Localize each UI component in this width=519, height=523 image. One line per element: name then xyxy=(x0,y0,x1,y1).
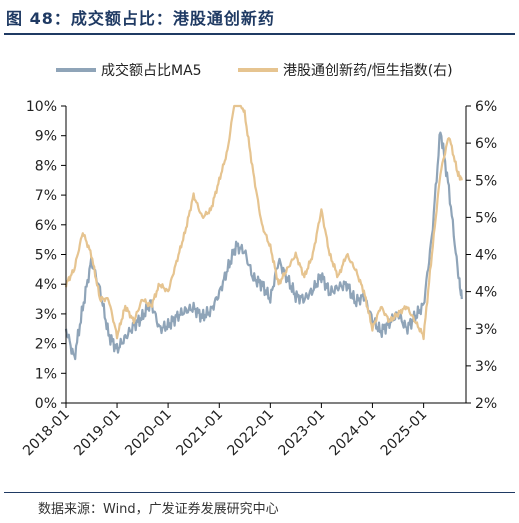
y-right-tick-label: 6% xyxy=(475,136,497,152)
x-tick-label: 2020-01 xyxy=(122,407,175,460)
x-tick-label: 2025-01 xyxy=(378,407,431,460)
plot-area: 0% 1% 2% 3% 4% 5% 6% 7% 8% 9% 10% 2% 3% 3% 4% 4% 5% 5% 6% 6… xyxy=(20,99,497,459)
y-left-tick-label: 0% xyxy=(35,396,57,412)
x-tick-label: 2023-01 xyxy=(276,407,329,460)
series-line-index xyxy=(64,104,463,341)
y-right-tick-label: 2% xyxy=(475,396,497,412)
x-tick-label: 2019-01 xyxy=(71,407,124,460)
y-right-tick-label: 4% xyxy=(475,285,497,301)
y-right-tick-label: 5% xyxy=(475,210,497,226)
y-right-tick-label: 3% xyxy=(475,322,497,338)
x-tick-label: 2021-01 xyxy=(173,407,226,460)
axes xyxy=(61,105,471,408)
figure-title: 图 48：成交额占比：港股通创新药 xyxy=(6,9,275,28)
series-lines xyxy=(64,104,463,361)
x-tick-label: 2024-01 xyxy=(327,407,380,460)
x-tick-label: 2018-01 xyxy=(20,407,73,460)
y-right-tick-label: 5% xyxy=(475,173,497,189)
x-tick-label: 2022-01 xyxy=(224,407,277,460)
y-left-tick-label: 1% xyxy=(35,366,57,382)
source-note: 数据来源：Wind，广发证券发展研究中心 xyxy=(38,502,279,517)
y-left-tick-label: 4% xyxy=(35,277,57,293)
y-left-tick-label: 7% xyxy=(35,188,57,204)
y-left-tick-label: 10% xyxy=(26,99,57,115)
legend-label-volume: 成交额占比MA5 xyxy=(101,62,202,79)
y-left-tick-label: 9% xyxy=(35,129,57,145)
y-right-tick-label: 4% xyxy=(475,248,497,264)
title-rule xyxy=(4,33,515,35)
line-chart: 成交额占比MA5 港股通创新药/恒生指数(右) 0% 1% 2% 3% 4% 5% 6% 7%… xyxy=(20,62,497,459)
footer-rule xyxy=(4,492,515,493)
figure-header: 图 48：成交额占比：港股通创新药 xyxy=(0,0,519,35)
y-left-tick-label: 5% xyxy=(35,248,57,264)
legend-label-index: 港股通创新药/恒生指数(右) xyxy=(283,63,453,79)
series-line-volume xyxy=(64,131,463,361)
y-left-tick-label: 2% xyxy=(35,337,57,353)
legend: 成交额占比MA5 港股通创新药/恒生指数(右) xyxy=(56,62,453,79)
y-right-tick-label: 6% xyxy=(475,99,497,115)
y-right-tick-label: 3% xyxy=(475,359,497,375)
y-left-tick-label: 3% xyxy=(35,307,57,323)
y-left-tick-label: 8% xyxy=(35,158,57,174)
y-left-tick-label: 6% xyxy=(35,218,57,234)
